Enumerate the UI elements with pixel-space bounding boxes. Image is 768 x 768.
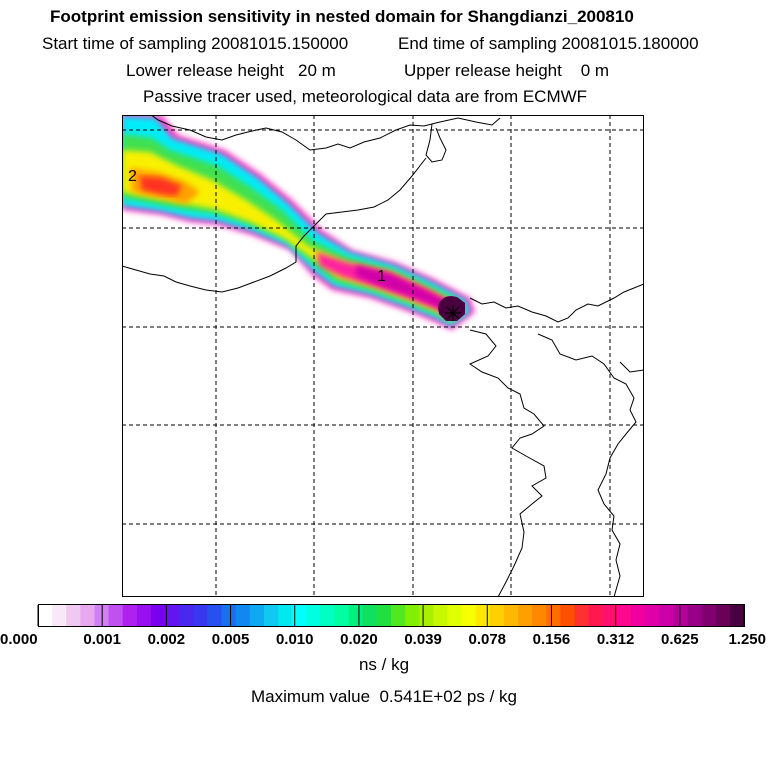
colorbar-cell <box>108 605 124 626</box>
colorbar-cell <box>80 605 96 626</box>
colorbar-cell <box>532 605 547 626</box>
colorbar-cell <box>701 605 717 626</box>
colorbar-cell <box>179 605 194 626</box>
coastline-east <box>468 283 644 597</box>
colorbar-cell <box>433 605 449 626</box>
colorbar-cell <box>405 605 420 626</box>
colorbar-tick-label: 0.039 <box>404 631 442 648</box>
colorbar-tick-label: 0.001 <box>83 631 121 648</box>
colorbar-cell <box>659 605 674 626</box>
colorbar-tick-label: 0.625 <box>661 631 699 648</box>
colorbar-cell <box>419 605 434 626</box>
colorbar-tick-label: 0.156 <box>533 631 571 648</box>
colorbar-cell <box>489 605 505 626</box>
colorbar-cell <box>391 605 406 626</box>
colorbar-tick-label: 1.250 <box>728 631 766 648</box>
colorbar-cell <box>278 605 293 626</box>
colorbar-tick-label: 0.002 <box>148 631 186 648</box>
colorbar-cell <box>292 605 307 626</box>
colorbar-cell <box>645 605 660 626</box>
colorbar-cell <box>362 605 378 626</box>
lower-release-height-text: Lower release height 20 m <box>126 61 336 80</box>
colorbar-cell <box>52 605 67 626</box>
colorbar-cell <box>715 605 731 626</box>
receptor-cross-d2 <box>446 306 460 320</box>
colorbar-cell <box>560 605 576 626</box>
colorbar-tick-label: 0.020 <box>340 631 378 648</box>
plume-band-red <box>140 176 182 196</box>
colorbar-cell <box>165 605 180 626</box>
map-grid <box>122 115 644 597</box>
colorbar-tick-label: 0.010 <box>276 631 314 648</box>
colorbar-cell <box>38 605 53 626</box>
colorbar-cell <box>588 605 604 626</box>
plume-band-deep-magenta <box>356 265 452 314</box>
colorbar-cell <box>631 605 646 626</box>
colorbar-cell <box>207 605 223 626</box>
colorbar-cell <box>320 605 336 626</box>
colorbar-cell <box>334 605 350 626</box>
colorbar-cell <box>235 605 251 626</box>
colorbar-cell <box>447 605 463 626</box>
colorbar-frame <box>38 604 745 627</box>
upper-release-height-text: Upper release height 0 m <box>404 61 610 80</box>
colorbar-cell <box>673 605 689 626</box>
colorbar-tick-label: 0.078 <box>468 631 506 648</box>
colorbar-cell <box>249 605 265 626</box>
colorbar-tick-label: 0.312 <box>597 631 635 648</box>
colorbar-cell <box>306 605 321 626</box>
colorbar-cell <box>263 605 279 626</box>
colorbar-cell <box>376 605 392 626</box>
plume-label-1: 1 <box>377 268 386 285</box>
plume-label-2: 2 <box>128 168 137 185</box>
colorbar-cell <box>518 605 533 626</box>
plume-core-octagon <box>439 297 465 321</box>
colorbar-units: ns / kg <box>358 655 410 674</box>
colorbar-cell <box>729 605 745 626</box>
tracer-info-text: Passive tracer used, meteorological data… <box>143 87 588 106</box>
sensitivity-plume <box>122 115 475 330</box>
colorbar-cell <box>461 605 477 626</box>
colorbar-cell <box>574 605 590 626</box>
colorbar-cell <box>221 605 237 626</box>
colorbar-cell <box>150 605 166 626</box>
colorbar-cell <box>616 605 632 626</box>
border-line-mid <box>122 123 447 293</box>
colorbar-tick-label: 0.000 <box>0 631 38 648</box>
map-coastlines <box>122 115 644 597</box>
colorbar-cell <box>66 605 81 626</box>
colorbar-cell <box>136 605 152 626</box>
end-time-text: End time of sampling 20081015.180000 <box>398 34 699 53</box>
colorbar-cell <box>348 605 364 626</box>
colorbar-cell <box>475 605 491 626</box>
start-time-text: Start time of sampling 20081015.150000 <box>42 34 349 53</box>
colorbar-tick-label: 0.005 <box>212 631 250 648</box>
colorbar <box>38 605 745 626</box>
map-frame <box>122 115 644 597</box>
chart-title: Footprint emission sensitivity in nested… <box>50 7 634 26</box>
colorbar-cell <box>546 605 562 626</box>
colorbar-cell <box>122 605 138 626</box>
colorbar-cell <box>503 605 519 626</box>
colorbar-cell <box>193 605 209 626</box>
colorbar-cell <box>687 605 703 626</box>
maximum-value-text: Maximum value 0.541E+02 ps / kg <box>251 687 517 706</box>
border-line-north <box>150 115 501 151</box>
receptor-marker <box>445 305 461 321</box>
colorbar-cell <box>602 605 618 626</box>
